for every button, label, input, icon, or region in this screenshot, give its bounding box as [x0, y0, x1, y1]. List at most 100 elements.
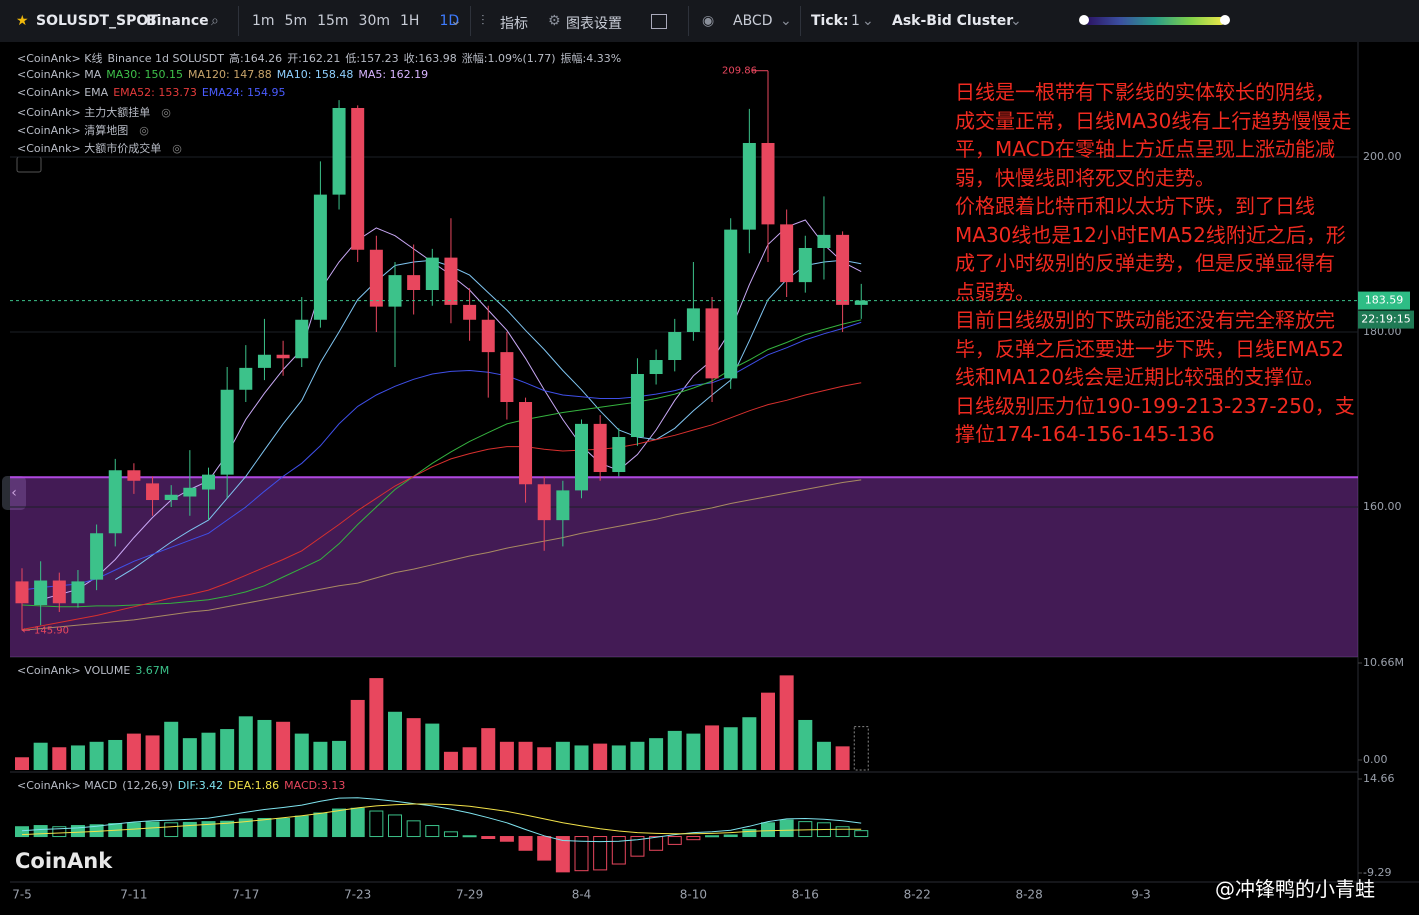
legend-item: 收:163.98	[403, 52, 457, 65]
legend-item: <CoinAnk> 主力大额挂单	[17, 106, 151, 119]
annotation-line: 价格跟着比特币和以太坊下跌，到了日线	[955, 194, 1315, 218]
candle-body	[202, 474, 215, 490]
macd-bar	[499, 836, 514, 842]
y-tick-label: 200.00	[1363, 150, 1402, 163]
candle-body	[593, 423, 607, 473]
interval-button[interactable]: 1H	[400, 13, 420, 29]
macd-line	[21, 803, 862, 836]
legend-title: <CoinAnk> VOLUME	[17, 664, 131, 677]
interval-button[interactable]: 1D	[439, 13, 460, 29]
dropdown-icon[interactable]: ⌄	[780, 13, 792, 29]
dropdown-icon[interactable]: ⌄	[862, 13, 874, 29]
candle-body	[239, 367, 253, 390]
candle-body	[668, 332, 682, 361]
candle-body	[425, 257, 439, 291]
volume-bar	[853, 726, 869, 771]
legend-item: MA120: 147.88	[187, 68, 272, 81]
annotation-line: 线和MA120线会是近期比较强的支撑位。	[955, 365, 1325, 389]
macd-bar	[686, 836, 701, 841]
volume-bar	[182, 738, 197, 770]
interval-button[interactable]: 30m	[358, 13, 390, 29]
y-tick-label: 160.00	[1363, 500, 1402, 513]
eye-icon: ◉	[702, 13, 715, 29]
volume-bar	[555, 741, 570, 770]
candle-body	[295, 319, 309, 359]
volume-bar	[481, 728, 496, 770]
drawing-button[interactable]: ABCD	[733, 13, 773, 29]
candle-body	[146, 483, 160, 501]
legend-row: <CoinAnk> MA MA30: 150.15 MA120: 147.88 MA1…	[17, 68, 433, 81]
legend-item: 高:164.26	[228, 52, 283, 65]
macd-bar	[854, 830, 869, 838]
scroll-left-button[interactable]	[2, 476, 26, 510]
annotation-line: 成交量正常，日线MA30线有上行趋势慢慢走	[955, 108, 1352, 133]
price-badge	[1358, 291, 1410, 310]
candle-body	[556, 490, 570, 521]
volume-bar	[350, 699, 365, 770]
macd-bar	[294, 815, 309, 838]
volume-bar	[126, 733, 141, 770]
legend-item: <CoinAnk> EMA	[17, 86, 109, 99]
volume-bar	[761, 692, 775, 770]
y-tick-label: 10.66M	[1363, 656, 1404, 669]
macd-bar	[705, 835, 720, 838]
x-tick-label: 7-29	[456, 888, 483, 902]
macd-bar	[518, 836, 533, 851]
heat-slider[interactable]	[1085, 17, 1225, 25]
volume-bar	[332, 740, 347, 770]
macd-bar	[332, 808, 347, 838]
x-tick-label: 7-11	[120, 888, 147, 902]
legend-item: EMA52: 153.73	[113, 86, 197, 99]
star-icon[interactable]: ★	[16, 13, 29, 29]
symbol[interactable]: SOLUSDT_SPOT	[36, 13, 158, 29]
interval-button[interactable]: 15m	[317, 13, 349, 29]
x-tick-label: 7-23	[344, 888, 371, 902]
macd-bar	[350, 807, 365, 838]
volume-bar	[462, 747, 477, 770]
volume-bar	[537, 747, 552, 770]
candle-body	[108, 470, 122, 534]
cluster-button[interactable]: Ask-Bid Cluster	[892, 13, 1014, 29]
interval-button[interactable]: 5m	[284, 13, 308, 29]
y-tick-label: 0.00	[1363, 753, 1388, 766]
macd-bar	[481, 836, 496, 840]
tick-value[interactable]: 1	[851, 13, 860, 29]
fullscreen-button[interactable]	[651, 14, 667, 29]
dropdown-icon[interactable]: ⌄	[1010, 13, 1022, 29]
indicators-button[interactable]: 指标	[500, 16, 528, 32]
slider-handle[interactable]	[1079, 15, 1089, 25]
macd-bar	[611, 836, 626, 865]
interval-button[interactable]: 1m	[252, 13, 275, 29]
visibility-icon[interactable]: ◎	[172, 142, 182, 155]
candle-body	[798, 248, 812, 283]
candle-body	[481, 319, 495, 353]
macd-bar	[15, 826, 29, 838]
legend-row: <CoinAnk> 清算地图 ◎	[17, 122, 154, 138]
slider-handle[interactable]	[1220, 15, 1230, 25]
legend-item: 开:162.21	[287, 52, 341, 65]
macd-bar	[70, 825, 85, 838]
volume-bar	[723, 727, 738, 770]
candle-body	[612, 437, 626, 473]
volume-bar	[108, 739, 123, 770]
dropdown-icon[interactable]: ⌄	[450, 13, 462, 29]
volume-bar	[705, 725, 720, 770]
visibility-icon[interactable]: ◎	[161, 106, 171, 119]
settings-button[interactable]: 图表设置	[566, 16, 622, 32]
countdown-badge	[1358, 310, 1414, 329]
visibility-icon[interactable]: ◎	[139, 124, 149, 137]
x-tick-label: 8-4	[572, 888, 592, 902]
annotation-line: 毕，反弹之后还要进一步下跌，日线EMA52	[955, 336, 1345, 361]
volume-bar	[499, 741, 514, 770]
macd-bar	[555, 836, 570, 873]
legend-row: <CoinAnk> VOLUME 3.67M	[17, 664, 174, 677]
annotation-line: 成了小时级别的反弹走势，但是反弹显得有	[955, 251, 1335, 275]
candle-body	[705, 308, 719, 379]
legend-item: DEA:1.86	[228, 779, 280, 792]
search-icon[interactable]: ⌕	[211, 13, 219, 29]
candle-body	[34, 580, 48, 606]
volume-bar	[779, 675, 794, 770]
annotation-line: 日线级别压力位190-199-213-237-250，支	[955, 393, 1355, 418]
legend-title: <CoinAnk> MACD	[17, 779, 118, 792]
legend-item: 振幅:4.33%	[560, 52, 622, 65]
